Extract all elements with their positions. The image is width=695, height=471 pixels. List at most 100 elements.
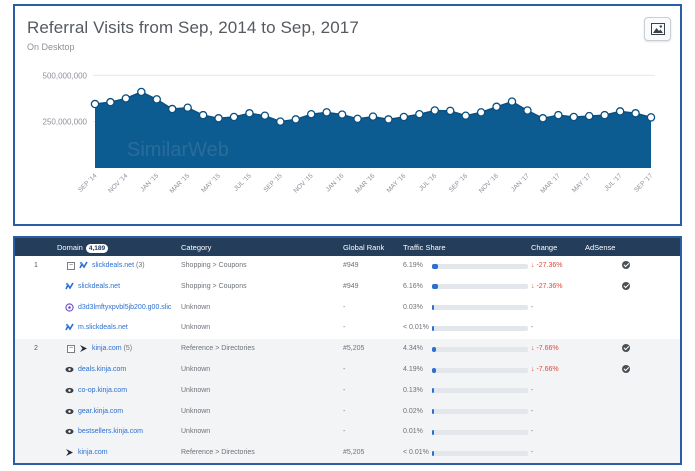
collapse-toggle[interactable]: − — [67, 261, 75, 270]
slickdeals-icon — [79, 261, 88, 270]
traffic-share-value: 6.19% — [403, 262, 423, 269]
traffic-share-fill — [432, 429, 434, 435]
traffic-share-value: 6.16% — [403, 282, 423, 290]
category-cell: Reference > Directories — [181, 449, 255, 457]
adsense-check-icon — [622, 344, 630, 353]
table-row[interactable]: co-op.kinja.com Unknown - 0.13% - — [15, 380, 680, 402]
header-traffic-share[interactable]: Traffic Share — [403, 243, 446, 252]
domain-link[interactable]: m.slickdeals.net — [78, 324, 128, 332]
x-tick-label: MAY '16 — [386, 172, 408, 194]
table-row[interactable]: slickdeals.net Shopping > Coupons #949 6.16… — [15, 276, 680, 298]
global-rank-cell: - — [343, 366, 346, 373]
chart-subtitle: On Desktop — [27, 42, 75, 52]
header-change[interactable]: Change — [531, 243, 558, 252]
domain-link[interactable]: d3d3lmfty​xpvbl5jb200.g00.slic — [78, 303, 172, 311]
traffic-share-bar — [432, 450, 528, 456]
table-row[interactable]: deals.kinja.com Unknown - 4.19% ↓ -7.66% — [15, 360, 680, 381]
domain-link[interactable]: deals.kinja.com — [78, 366, 127, 373]
table-row[interactable]: 1 − slickdeals.net (3) Shopping > Coupons #9… — [15, 256, 680, 277]
kinja-eye-icon — [65, 365, 74, 374]
domain-link[interactable]: bestsellers.kinja.com — [78, 428, 143, 436]
traffic-share-value: 0.03% — [403, 303, 423, 311]
slickdeals-icon — [65, 282, 74, 291]
data-point — [507, 97, 517, 106]
header-domain[interactable]: Domain 4,189 — [57, 243, 109, 253]
domain-link[interactable]: kinja.com — [78, 449, 108, 457]
traffic-share-fill — [432, 367, 437, 373]
data-point — [600, 110, 609, 120]
x-tick-label: SEP '16 — [448, 172, 470, 194]
data-point — [260, 111, 270, 120]
change-cell: - — [531, 407, 534, 415]
table-row[interactable]: gear.kinja.com Unknown - 0.02% - — [15, 401, 680, 423]
data-point — [445, 106, 455, 116]
x-tick-label: JUL '17 — [603, 172, 623, 192]
traffic-share-value: < 0.01% — [403, 324, 429, 332]
global-rank-cell: - — [343, 428, 346, 436]
traffic-share-bar — [432, 284, 528, 290]
collapse-toggle[interactable]: − — [67, 344, 75, 353]
category-cell: Shopping > Coupons — [181, 262, 247, 269]
traffic-share-bar — [432, 367, 528, 373]
header-adsense[interactable]: AdSense — [585, 243, 616, 252]
change-cell: ↓ -27.36% — [531, 262, 563, 269]
data-point — [152, 95, 162, 104]
data-point — [646, 113, 656, 122]
row-rank: 2 — [34, 345, 38, 353]
data-point — [353, 114, 362, 124]
x-tick-label: JUL '15 — [233, 172, 253, 192]
x-tick-label: MAR '17 — [539, 172, 562, 195]
header-global-rank[interactable]: Global Rank — [343, 243, 385, 252]
global-rank-cell: #949 — [343, 262, 359, 269]
table-header: Domain 4,189 Category Global Rank Traffic… — [15, 238, 680, 256]
table-row[interactable]: m.slickdeals.net Unknown - < 0.01% - — [15, 318, 680, 340]
traffic-share-bar — [432, 263, 528, 269]
x-tick-label: NOV '16 — [478, 172, 500, 194]
table-row[interactable]: kinja.com Reference > Directories #5,205 < … — [15, 443, 680, 463]
traffic-share-fill — [432, 388, 434, 394]
domain-link[interactable]: gear.kinja.com — [78, 407, 124, 415]
data-point — [492, 102, 501, 112]
x-tick-label: MAR '15 — [169, 172, 192, 195]
table-row[interactable]: bestsellers.kinja.com Unknown - 0.01% - — [15, 422, 680, 444]
data-point — [476, 108, 486, 117]
adsense-check-icon — [622, 261, 630, 269]
row-rank: 1 — [34, 262, 38, 269]
data-point — [384, 115, 393, 124]
adsense-check-icon — [622, 365, 630, 373]
change-cell: - — [531, 449, 534, 457]
data-point — [167, 104, 177, 114]
export-image-button[interactable] — [644, 17, 671, 41]
data-point — [245, 109, 254, 118]
header-domain-label: Domain — [57, 243, 83, 252]
data-point — [368, 112, 378, 121]
table-row[interactable]: 2 − kinja.com (5) Reference > Directories #5… — [15, 339, 680, 360]
kinja-icon — [79, 344, 88, 353]
global-rank-cell: - — [343, 407, 346, 415]
data-point — [183, 103, 192, 112]
data-point — [198, 110, 208, 120]
change-cell: - — [531, 428, 534, 436]
change-cell: ↓ -7.66% — [531, 345, 559, 353]
domain-link[interactable]: slickdeals.net — [92, 262, 135, 269]
y-tick-label: 250,000,000 — [43, 118, 88, 127]
traffic-share-value: 0.13% — [403, 386, 423, 394]
traffic-share-bar — [432, 346, 528, 352]
data-point — [538, 114, 548, 123]
domain-link[interactable]: kinja.com — [92, 345, 122, 353]
traffic-share-fill — [432, 263, 438, 269]
domain-count-badge: 4,189 — [85, 244, 109, 253]
data-point — [631, 109, 640, 118]
change-cell: - — [531, 303, 534, 311]
domain-link[interactable]: co-op.kinja.com — [78, 386, 128, 394]
data-point — [554, 110, 563, 120]
traffic-share-fill — [432, 325, 434, 331]
global-rank-cell: - — [343, 386, 346, 394]
domain-link[interactable]: slickdeals.net — [78, 282, 121, 290]
header-category[interactable]: Category — [181, 243, 212, 252]
data-point — [276, 117, 285, 126]
category-cell: Unknown — [181, 366, 211, 373]
category-cell: Unknown — [181, 324, 211, 332]
table-row[interactable]: d3d3lmfty​xpvbl5jb200.g00.slic Unknown - 0.… — [15, 297, 680, 319]
category-cell: Unknown — [181, 303, 211, 311]
